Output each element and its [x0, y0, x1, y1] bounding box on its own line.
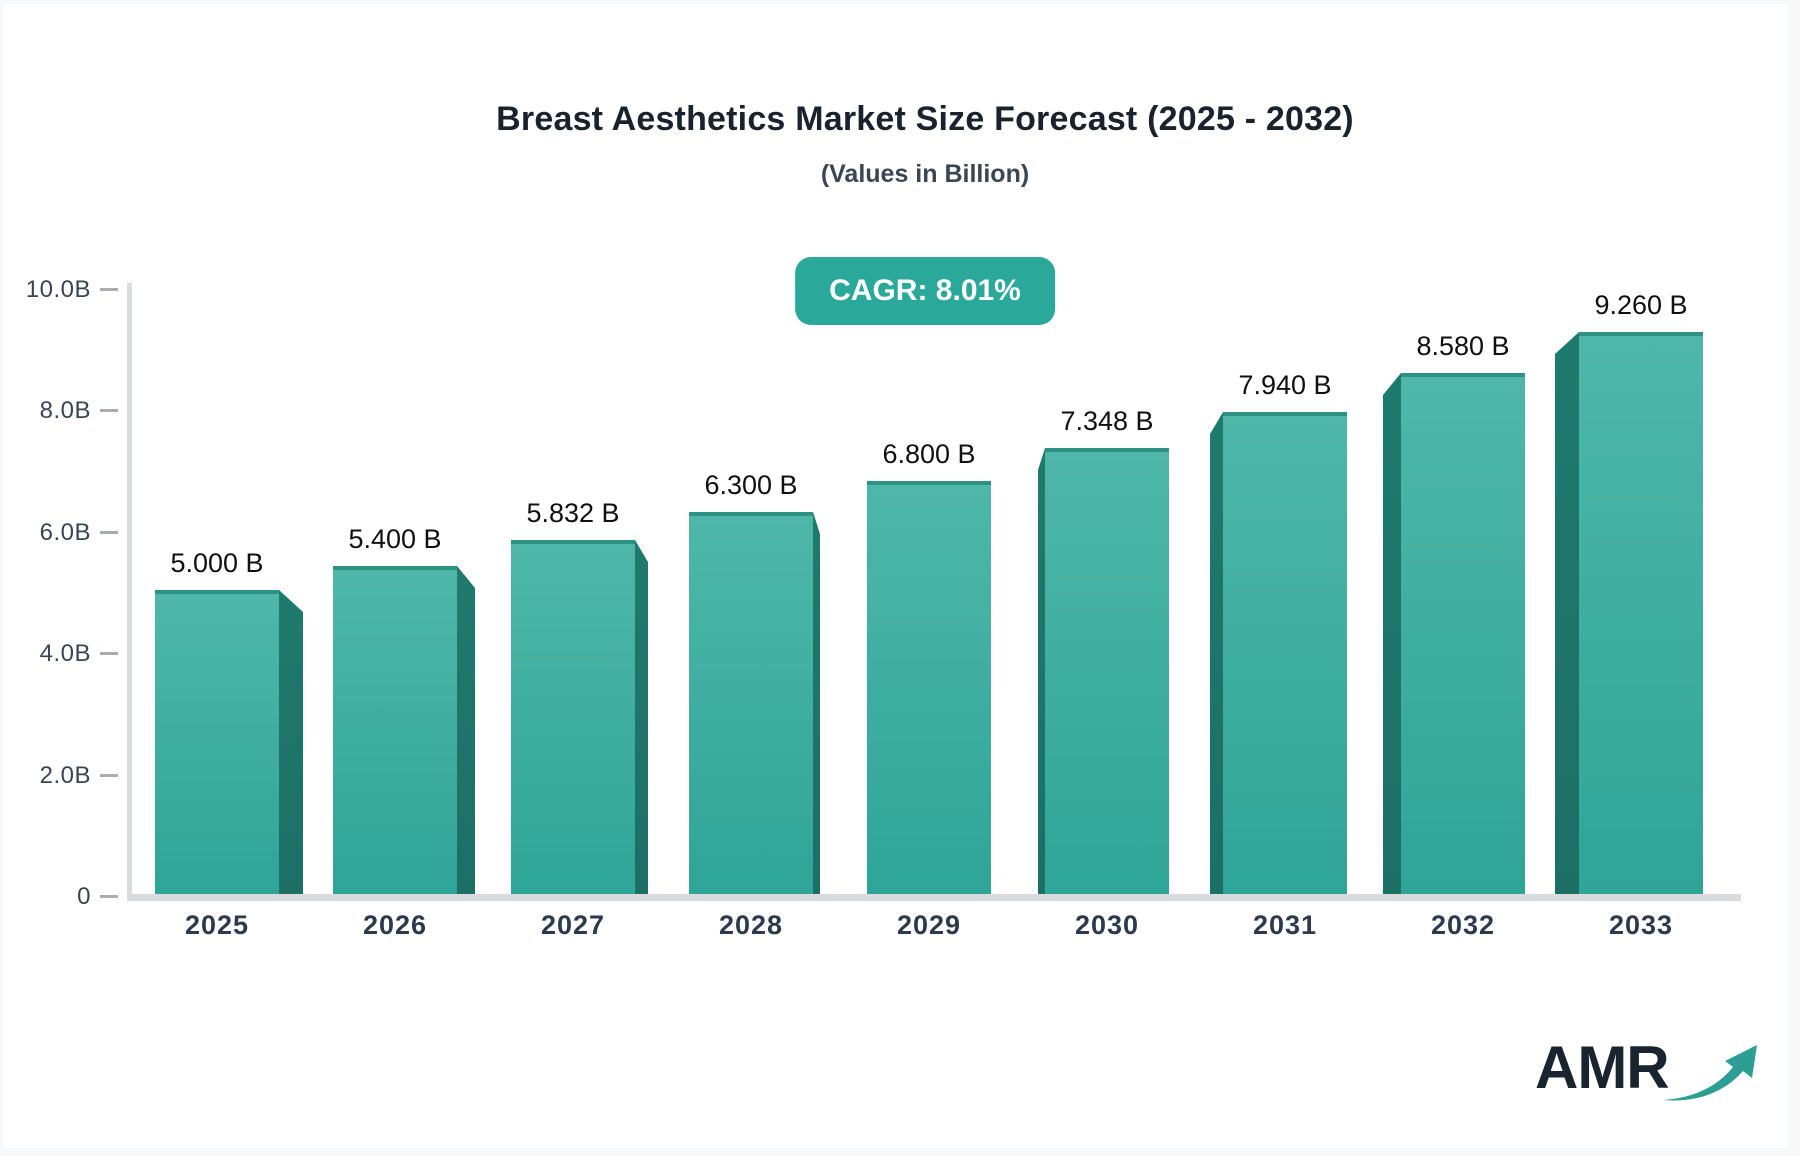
bar-value-label-2028: 6.300 B — [704, 470, 798, 500]
y-tick-label: 0 — [77, 883, 91, 910]
bar-value-label-2025: 5.000 B — [170, 548, 264, 578]
y-tick-label: 4.0B — [39, 640, 91, 668]
bar-value-label-2033: 9.260 B — [1594, 290, 1688, 320]
x-axis-label-2031: 2031 — [1252, 910, 1318, 940]
y-tick-dash — [100, 895, 118, 898]
y-tick-label: 6.0B — [39, 518, 91, 546]
x-axis-line — [127, 894, 1741, 901]
growth-arrow-icon — [1662, 1045, 1757, 1101]
bar-2033 — [1579, 332, 1703, 894]
x-axis-label-2025: 2025 — [184, 910, 250, 940]
bar-side-face-2033 — [1555, 332, 1579, 894]
bar-side-face-2028 — [813, 512, 820, 894]
bar-2026 — [333, 566, 457, 894]
bar-2025 — [155, 590, 279, 894]
amr-logo: AMR — [1535, 1038, 1767, 1106]
bar-2028 — [689, 512, 813, 894]
y-tick-dash — [100, 652, 118, 656]
bar-2030 — [1045, 448, 1169, 894]
x-axis-label-2027: 2027 — [540, 910, 606, 940]
y-tick-label: 2.0B — [39, 761, 91, 789]
chart-title: Breast Aesthetics Market Size Forecast (… — [496, 100, 1354, 138]
y-tick-label: 8.0B — [39, 397, 91, 425]
bar-value-label-2032: 8.580 B — [1416, 331, 1510, 361]
x-axis-label-2030: 2030 — [1074, 910, 1140, 940]
x-axis-label-2032: 2032 — [1430, 910, 1496, 940]
bar-2027 — [511, 540, 635, 894]
bar-2032 — [1401, 373, 1525, 894]
bar-value-label-2026: 5.400 B — [348, 524, 442, 554]
y-tick-dash — [100, 409, 118, 413]
bar-side-face-2032 — [1383, 373, 1401, 894]
bar-2031 — [1223, 412, 1347, 894]
y-axis-line — [127, 283, 132, 897]
bar-side-face-2030 — [1038, 448, 1045, 894]
bar-chart: 0 2.0B 4.0B 6.0B 8.0B 10.0B 5.000 B 2025 5.400 B… — [3, 4, 1788, 1148]
bar-side-face-2025 — [279, 590, 303, 894]
bar-value-label-2031: 7.940 B — [1238, 370, 1332, 400]
bar-value-label-2029: 6.800 B — [882, 439, 976, 469]
x-axis-label-2026: 2026 — [362, 910, 428, 940]
x-axis-label-2033: 2033 — [1608, 910, 1674, 940]
y-tick-dash — [100, 530, 118, 534]
cagr-badge: CAGR: 8.01% — [795, 257, 1055, 325]
x-axis-label-2029: 2029 — [896, 910, 962, 940]
bar-side-face-2026 — [457, 566, 475, 894]
bar-value-label-2027: 5.832 B — [526, 498, 620, 528]
bar-side-face-2031 — [1210, 412, 1223, 894]
y-tick-dash — [100, 773, 118, 777]
bar-value-label-2030: 7.348 B — [1060, 406, 1154, 436]
chart-subtitle: (Values in Billion) — [820, 160, 1030, 188]
x-axis-label-2028: 2028 — [718, 910, 784, 940]
bar-side-face-2027 — [635, 540, 648, 894]
chart-card: Breast Aesthetics Market Size Forecast (… — [3, 4, 1788, 1148]
y-tick-label: 10.0B — [25, 276, 91, 303]
bar-2029 — [867, 481, 991, 894]
y-tick-dash — [100, 288, 118, 291]
amr-logo-text: AMR — [1535, 1034, 1670, 1101]
